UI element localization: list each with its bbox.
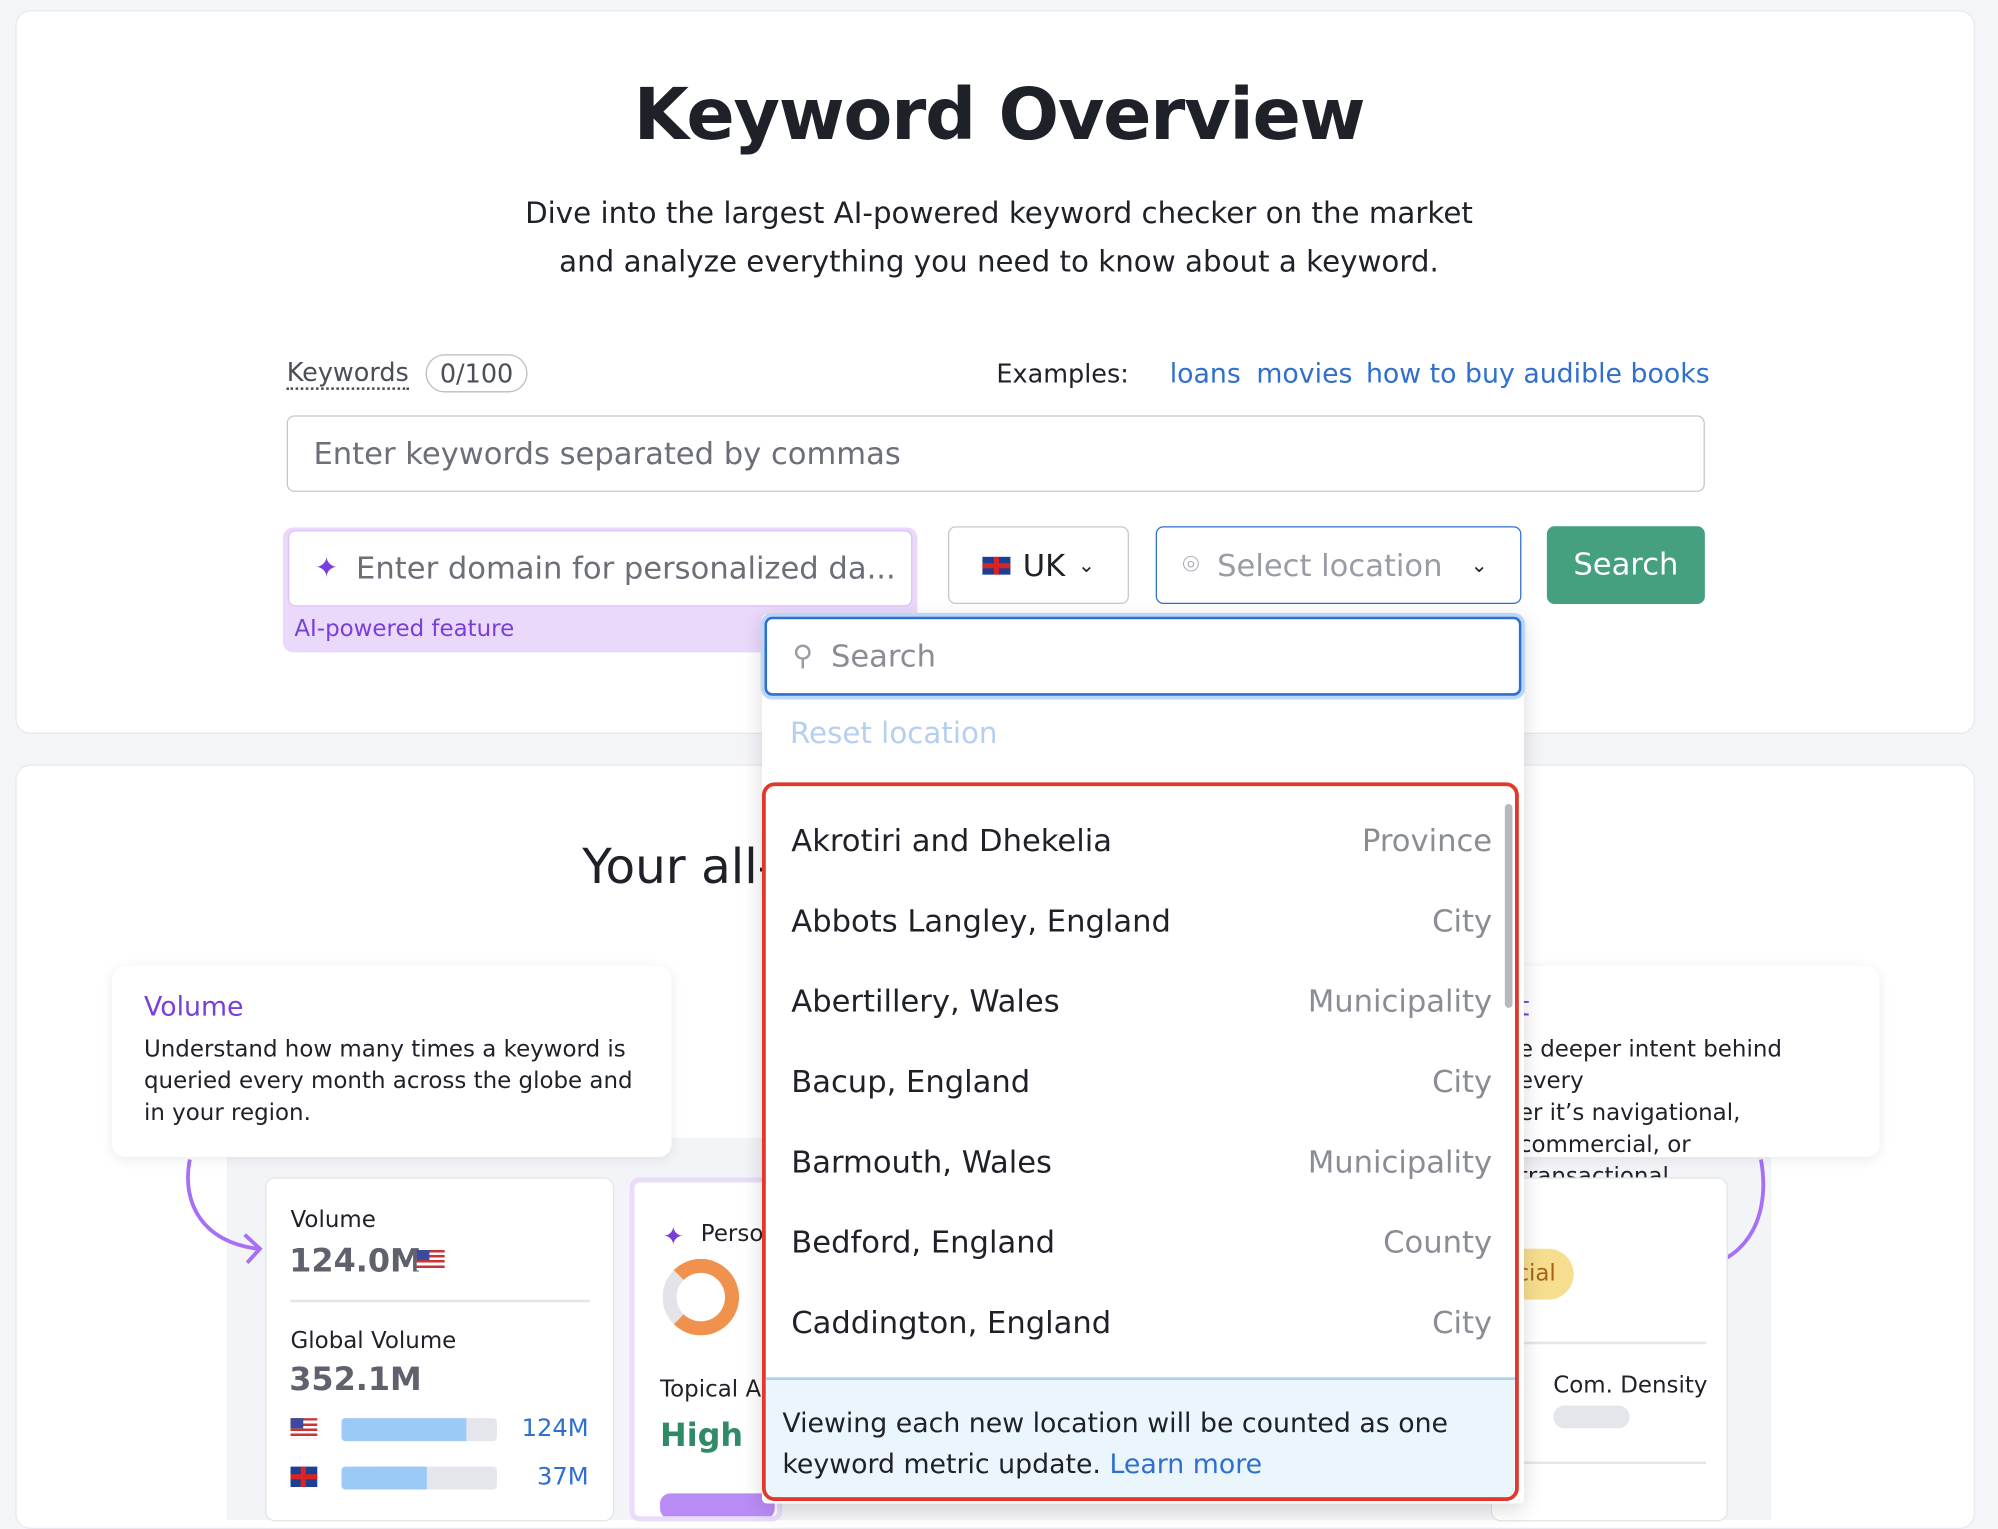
- arrow-icon: [186, 1159, 263, 1265]
- example-link-movies[interactable]: movies: [1256, 358, 1353, 389]
- keyword-counter: 0/100: [425, 354, 528, 393]
- intent-callout-line2: er it’s navigational,: [1518, 1099, 1741, 1127]
- personal-donut: [662, 1258, 740, 1336]
- learn-more-link[interactable]: Learn more: [1109, 1448, 1263, 1480]
- divider: [1517, 1461, 1707, 1465]
- search-button[interactable]: Search: [1546, 526, 1705, 604]
- location-option[interactable]: Barmouth, Wales Municipality: [791, 1144, 1492, 1180]
- location-select[interactable]: ⌾ Select location ⌄: [1155, 526, 1522, 604]
- location-name: Bacup, England: [791, 1063, 1031, 1100]
- location-type: City: [1432, 1304, 1493, 1341]
- location-placeholder: Select location: [1217, 547, 1443, 583]
- location-option[interactable]: Abbots Langley, England City: [791, 903, 1492, 939]
- examples-label: Examples:: [996, 358, 1129, 389]
- location-list: Akrotiri and Dhekelia Province Abbots Lang…: [761, 782, 1519, 1502]
- us-flag-icon: [416, 1249, 445, 1271]
- country-value: UK: [1022, 547, 1066, 583]
- keywords-input[interactable]: Enter keywords separated by commas: [286, 415, 1705, 492]
- footer-text-2: keyword metric update.: [782, 1448, 1101, 1480]
- location-name: Abertillery, Wales: [791, 983, 1060, 1020]
- example-link-loans[interactable]: loans: [1169, 358, 1241, 389]
- location-option[interactable]: Caddington, England City: [791, 1305, 1492, 1341]
- page-title: Keyword Overview: [633, 73, 1366, 157]
- location-type: City: [1432, 1063, 1493, 1100]
- location-option[interactable]: Akrotiri and Dhekelia Province: [791, 823, 1492, 859]
- location-name: Abbots Langley, England: [791, 903, 1171, 940]
- location-name: Akrotiri and Dhekelia: [791, 823, 1112, 859]
- density-placeholder: [1553, 1405, 1630, 1429]
- uk-flag-icon: [290, 1466, 318, 1487]
- footer-text-1: Viewing each new location will be counte…: [782, 1407, 1449, 1439]
- location-type: County: [1383, 1224, 1493, 1261]
- divider: [290, 1299, 590, 1303]
- subtitle-line-2: and analyze everything you need to know …: [559, 245, 1439, 280]
- scrollbar[interactable]: [1504, 804, 1513, 1008]
- location-search-input[interactable]: ⚲ Search: [764, 616, 1522, 696]
- us-volume-value: 124M: [521, 1414, 589, 1443]
- example-link-audible[interactable]: how to buy audible books: [1365, 358, 1710, 389]
- location-search-placeholder: Search: [830, 638, 936, 675]
- sparkle-icon: ✦: [662, 1220, 684, 1252]
- personal-label: Perso: [700, 1220, 764, 1248]
- global-volume-value: 352.1M: [289, 1360, 422, 1398]
- intent-card: cial Com. Density: [1490, 1177, 1728, 1522]
- density-label: Com. Density: [1553, 1372, 1708, 1400]
- chevron-down-icon: ⌄: [1470, 553, 1488, 578]
- volume-callout-title: Volume: [143, 991, 244, 1022]
- volume-label: Volume: [290, 1206, 376, 1234]
- location-pin-icon: ⌾: [1182, 549, 1200, 582]
- uk-flag-icon: [981, 556, 1010, 575]
- keywords-label: Keywords: [286, 357, 409, 390]
- country-select[interactable]: UK ⌄: [948, 526, 1129, 604]
- sparkle-icon: ✦: [314, 552, 339, 585]
- location-name: Caddington, England: [791, 1304, 1112, 1341]
- personal-card: ✦ Perso Topical A High: [629, 1177, 783, 1522]
- section-heading: Your all-: [582, 838, 776, 895]
- global-volume-label: Global Volume: [290, 1327, 457, 1355]
- volume-callout-text: Understand how many times a keyword is q…: [143, 1035, 633, 1127]
- subtitle-line-1: Dive into the largest AI-powered keyword…: [525, 197, 1473, 231]
- domain-input[interactable]: ✦ Enter domain for personalized da...: [287, 530, 913, 607]
- location-name: Barmouth, Wales: [791, 1144, 1052, 1180]
- purple-bar: [660, 1493, 775, 1517]
- divider: [1517, 1341, 1707, 1345]
- location-footer: Viewing each new location will be counte…: [765, 1377, 1516, 1498]
- location-type: Municipality: [1307, 983, 1493, 1020]
- us-volume-bar: [341, 1418, 497, 1442]
- uk-volume-value: 37M: [536, 1462, 589, 1491]
- location-dropdown: ⚲ Search Reset location Akrotiri and Dhe…: [761, 614, 1524, 1504]
- topical-label: Topical A: [660, 1376, 762, 1403]
- search-icon: ⚲: [792, 640, 814, 673]
- location-type: Municipality: [1307, 1144, 1493, 1180]
- location-type: Province: [1361, 823, 1493, 859]
- volume-card: Volume 124.0M Global Volume 352.1M 124M …: [265, 1177, 615, 1522]
- volume-value: 124.0M: [289, 1242, 422, 1280]
- chevron-down-icon: ⌄: [1077, 553, 1095, 578]
- volume-callout: Volume Understand how many times a keywo…: [112, 965, 672, 1157]
- intent-callout-title: t: [1518, 991, 1530, 1022]
- domain-placeholder: Enter domain for personalized da...: [356, 550, 896, 587]
- us-flag-icon: [290, 1418, 318, 1439]
- ai-feature-badge: AI-powered feature: [294, 615, 515, 643]
- location-type: City: [1432, 903, 1493, 940]
- uk-volume-bar: [341, 1466, 497, 1490]
- intent-callout-line1: e deeper intent behind every: [1518, 1035, 1782, 1095]
- topical-value: High: [660, 1416, 744, 1454]
- location-option[interactable]: Abertillery, Wales Municipality: [791, 984, 1492, 1020]
- location-name: Bedford, England: [791, 1224, 1055, 1261]
- location-option[interactable]: Bacup, England City: [791, 1064, 1492, 1100]
- reset-location-button[interactable]: Reset location: [790, 717, 998, 751]
- location-option[interactable]: Bedford, England County: [791, 1225, 1492, 1261]
- keywords-placeholder: Enter keywords separated by commas: [313, 435, 901, 472]
